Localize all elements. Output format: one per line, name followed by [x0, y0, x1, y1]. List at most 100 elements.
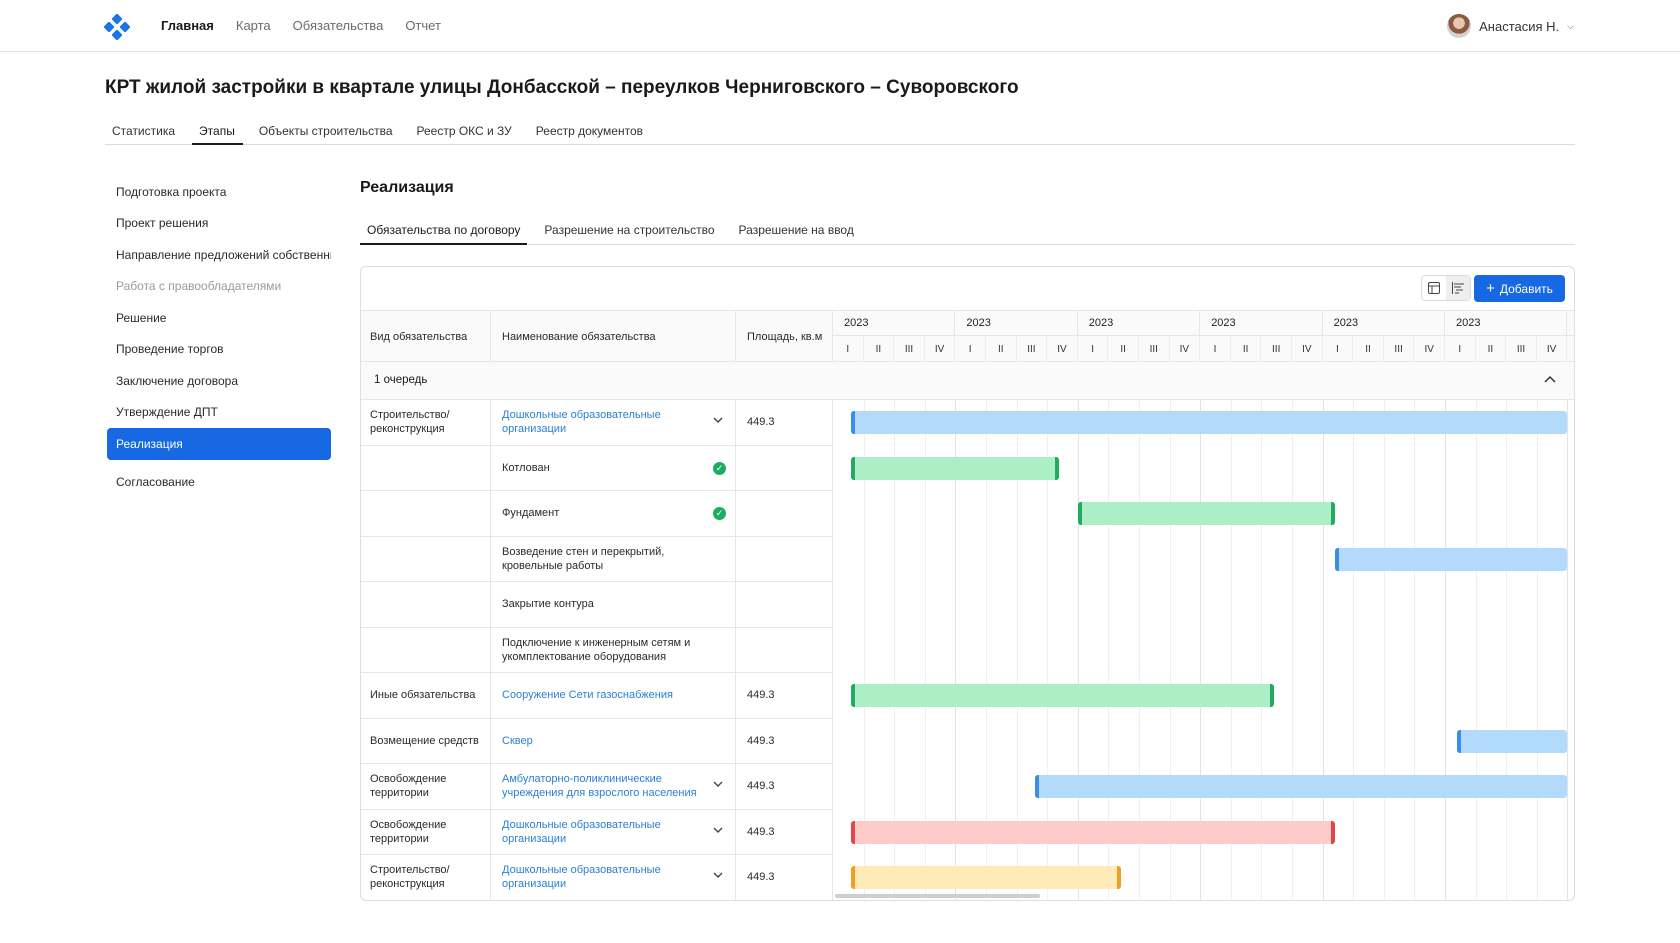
timeline-quarter-label: III — [1261, 336, 1292, 362]
chevron-down-icon[interactable] — [713, 871, 723, 882]
sidebar-item-realization[interactable]: Реализация — [107, 428, 331, 460]
panel-toolbar: + Добавить — [361, 267, 1574, 311]
timeline-gridline — [1169, 400, 1171, 900]
timeline-gridlines — [833, 400, 1574, 900]
timeline-year-label: 2023 — [833, 311, 956, 336]
timeline-years: 2023 2023 2023 2023 2023 2023 — [833, 311, 1574, 336]
table-row[interactable]: Фундамент ✓ — [361, 491, 833, 537]
timeline-gridline — [1383, 400, 1385, 900]
page-title: КРТ жилой застройки в квартале улицы Дон… — [105, 77, 1019, 98]
timeline-quarter-label: I — [1445, 336, 1476, 362]
timeline-quarter-label: I — [1078, 336, 1109, 362]
sidebar-item-auction[interactable]: Проведение торгов — [116, 342, 224, 357]
tab-contract-obligations[interactable]: Обязательства по договору — [360, 218, 528, 245]
header-obligation-type[interactable]: Вид обязательства — [361, 311, 491, 362]
table-row[interactable]: Котлован ✓ — [361, 445, 833, 491]
timeline-quarter-label: II — [864, 336, 895, 362]
table-row[interactable]: Закрытие контура — [361, 582, 833, 628]
timeline-gridline — [1567, 400, 1569, 900]
table-row[interactable]: Возмещение средств Сквер 449.3 — [361, 718, 833, 764]
tab-stages[interactable]: Этапы — [192, 118, 243, 145]
obligation-name-link[interactable]: Дошкольные образовательные организации — [491, 400, 736, 445]
obligation-name-link[interactable]: Дошкольные образовательные организации — [491, 809, 736, 854]
table-row[interactable]: Строительство/ реконструкция Дошкольные о… — [361, 400, 833, 446]
group-label: 1 очередь — [374, 374, 428, 386]
sidebar-item-dpt-approval[interactable]: Утверждение ДПТ — [116, 405, 218, 420]
table-row[interactable]: Иные обязательства Сооружение Сети газосн… — [361, 673, 833, 719]
chevron-down-icon[interactable] — [713, 416, 723, 427]
gantt-view-icon[interactable] — [1446, 276, 1470, 300]
timeline-gridline — [1139, 400, 1140, 900]
area-cell: 449.3 — [736, 855, 833, 900]
sidebar-item-owner-proposals[interactable]: Направление предложений собственникам — [116, 247, 331, 262]
timeline-quarter-label: III — [1017, 336, 1048, 362]
table-row[interactable]: Строительство/ реконструкция Дошкольные о… — [361, 855, 833, 900]
logo-icon[interactable] — [104, 14, 130, 40]
sidebar-item-rightholders[interactable]: Работа с правообладателями — [116, 279, 282, 294]
main-tabs: Статистика Этапы Объекты строительства Р… — [105, 118, 1575, 145]
timeline-quarter-label: IV — [1170, 336, 1201, 362]
obligation-type-cell — [361, 491, 491, 536]
obligation-type-cell: Возмещение средств — [361, 718, 491, 763]
timeline-gridline — [863, 400, 865, 900]
view-toggle — [1421, 275, 1471, 301]
gantt-bar[interactable] — [1077, 502, 1335, 525]
gantt-bar[interactable] — [1034, 775, 1568, 798]
header-area[interactable]: Площадь, кв.м — [736, 311, 833, 362]
nav-item-map[interactable]: Карта — [235, 18, 271, 33]
timeline-quarter-label: II — [1231, 336, 1262, 362]
gantt-body: Строительство/ реконструкция Дошкольные о… — [361, 400, 1574, 900]
sidebar-item-agreement[interactable]: Согласование — [116, 475, 195, 490]
sidebar-item-project-preparation[interactable]: Подготовка проекта — [116, 184, 227, 199]
tab-construction-objects[interactable]: Объекты строительства — [258, 124, 393, 138]
chevron-down-icon[interactable] — [713, 780, 723, 791]
table-row[interactable]: Освобождение территории Амбулаторно-полик… — [361, 764, 833, 810]
obligation-name-link[interactable]: Амбулаторно-поликлинические учреждения д… — [491, 764, 736, 809]
obligation-name-link[interactable]: Сооружение Сети газоснабжения — [491, 673, 736, 718]
add-button[interactable]: + Добавить — [1474, 275, 1565, 302]
area-cell: 449.3 — [736, 673, 833, 718]
gantt-bar[interactable] — [851, 456, 1060, 480]
obligation-type-cell: Строительство/ реконструкция — [361, 855, 491, 900]
tab-documents-registry[interactable]: Реестр документов — [535, 124, 644, 138]
gantt-bar[interactable] — [851, 866, 1121, 889]
obligation-name-link[interactable]: Сквер — [491, 718, 736, 763]
tab-building-permit[interactable]: Разрешение на строительство — [544, 223, 715, 237]
table-view-icon[interactable] — [1422, 276, 1446, 300]
timeline-gridline — [1261, 400, 1263, 900]
chevron-up-icon[interactable] — [1544, 372, 1556, 386]
tab-commissioning-permit[interactable]: Разрешение на ввод — [738, 223, 854, 237]
user-menu[interactable]: Анастасия Н. ⌵ — [1447, 14, 1574, 38]
nav-item-home[interactable]: Главная — [161, 18, 214, 33]
timeline-quarter-label: II — [1353, 336, 1384, 362]
sidebar-item-contract[interactable]: Заключение договора — [116, 373, 239, 388]
obligation-name-cell: Подключение к инженерным сетям и укомпле… — [491, 627, 736, 672]
gantt-bar[interactable] — [851, 684, 1274, 707]
table-row[interactable]: Подключение к инженерным сетям и укомпле… — [361, 627, 833, 673]
obligation-type-cell — [361, 445, 491, 490]
timeline-quarter-label: I — [833, 336, 864, 362]
obligation-type-cell: Освобождение территории — [361, 764, 491, 809]
nav-item-obligations[interactable]: Обязательства — [292, 18, 384, 33]
gantt-bar[interactable] — [851, 820, 1336, 844]
tab-oks-zu-registry[interactable]: Реестр ОКС и ЗУ — [416, 124, 512, 138]
table-row[interactable]: Возведение стен и перекрытий, кровельные… — [361, 536, 833, 582]
sidebar-item-draft-decision[interactable]: Проект решения — [116, 216, 209, 231]
gantt-bar[interactable] — [1334, 547, 1568, 571]
nav-item-report[interactable]: Отчет — [405, 18, 441, 33]
gantt-bar[interactable] — [1457, 729, 1568, 753]
table-row[interactable]: Освобождение территории Дошкольные образо… — [361, 809, 833, 855]
timeline-quarter-label: IV — [1414, 336, 1445, 362]
timeline-gridline — [1292, 400, 1293, 900]
chevron-down-icon[interactable] — [713, 826, 723, 837]
area-cell — [736, 445, 833, 490]
obligation-name-link[interactable]: Дошкольные образовательные организации — [491, 855, 736, 900]
gantt-bar[interactable] — [851, 411, 1568, 434]
plus-icon: + — [1486, 280, 1495, 297]
group-row[interactable]: 1 очередь — [361, 362, 1574, 400]
horizontal-scrollbar[interactable] — [835, 894, 1040, 898]
header-obligation-name[interactable]: Наименование обязательства — [491, 311, 736, 362]
timeline-quarter-label: IV — [1292, 336, 1323, 362]
sidebar-item-decision[interactable]: Решение — [116, 310, 167, 325]
tab-statistics[interactable]: Статистика — [112, 124, 176, 138]
